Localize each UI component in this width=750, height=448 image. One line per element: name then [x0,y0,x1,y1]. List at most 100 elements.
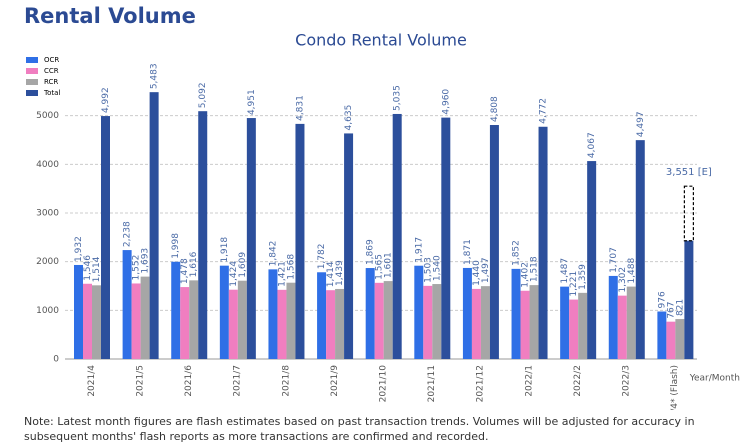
value-label: 1,998 [171,233,181,259]
value-label: 4,951 [247,89,257,115]
value-label: 1,552 [132,255,142,281]
value-label: 1,842 [268,241,278,267]
legend-label: OCR [44,56,59,64]
value-label: 1,601 [384,252,394,278]
bar [219,265,229,359]
value-label: 4,992 [101,87,111,113]
x-tick-label: 2021/6 [184,365,194,397]
x-tick-label: 2021/4 [87,365,97,397]
bar [529,285,539,359]
value-label: 4,497 [636,111,646,137]
value-label: 1,221 [569,271,579,297]
bar [383,281,393,359]
bar [171,261,181,359]
value-label: 1,568 [286,254,296,280]
estimate-box [683,185,694,242]
y-tick-label: 3000 [36,209,59,219]
x-tick-label: 2022/2 [573,365,583,397]
x-tick-label: 2022/3 [622,365,632,397]
bar [198,111,208,359]
bar [277,289,287,359]
x-tick-label: 2021/5 [135,365,145,397]
x-tick-label: 2022/1 [524,365,534,397]
bar [569,299,579,359]
x-tick-label: 2022/4* (Flash) [670,365,680,410]
bar [423,285,433,359]
bar [441,117,451,359]
bar [414,265,424,359]
value-label: 1,693 [141,248,151,274]
y-tick-label: 1000 [36,306,59,316]
bar [626,286,636,359]
value-label: 1,869 [366,239,376,265]
bar [286,282,296,359]
value-label: 821 [675,299,685,316]
x-tick-label: 2021/12 [476,365,486,402]
page-title: Rental Volume [24,4,196,28]
bar [538,126,548,359]
bar [101,116,110,359]
x-tick-label: 2021/11 [427,365,437,402]
bar [578,292,588,359]
bar [122,250,132,359]
bar [246,118,256,359]
bar [335,288,345,359]
value-label: 1,565 [375,254,385,280]
legend-swatch [26,79,38,85]
bar [180,287,190,359]
value-label: 1,359 [578,264,588,290]
bar [587,161,597,359]
value-label: 1,414 [326,261,336,287]
value-label: 1,503 [423,257,433,283]
bar [149,92,159,359]
y-tick-label: 2000 [36,257,59,267]
value-label: 1,932 [74,236,84,262]
bar [480,286,490,359]
legend-swatch [26,68,38,74]
value-label: 1,871 [463,239,473,265]
value-label: 5,483 [150,63,160,89]
bar [432,284,442,359]
bar [140,276,150,359]
value-label: 4,067 [587,132,597,158]
x-tick-label: 2021/10 [379,365,389,403]
value-label: 1,402 [521,262,531,288]
bar [511,268,521,359]
x-tick-label: 2021/7 [233,365,243,397]
value-label: 1,782 [317,244,327,270]
value-label: 4,960 [441,89,451,115]
x-axis-label: Year/Month [689,374,740,384]
value-label: 4,831 [295,95,305,121]
legend-label: Total [43,89,60,97]
bar [392,113,402,359]
value-label: 767 [666,301,676,318]
bar [344,133,354,359]
value-label: 5,092 [198,82,208,108]
y-tick-label: 5000 [36,111,59,121]
value-label: 1,514 [92,256,102,282]
bar [657,311,667,359]
value-label: 1,707 [609,247,619,273]
value-label: 1,546 [83,255,93,281]
bar [74,264,83,359]
x-tick-label: 2021/9 [330,365,340,397]
bar [675,319,685,359]
value-label: 1,616 [189,251,199,277]
bar [365,268,375,359]
note: Note: Latest month figures are flash est… [24,415,695,443]
value-label: 1,540 [432,255,442,281]
bar [520,290,530,359]
value-label: 4,808 [490,96,500,122]
bar [92,285,101,359]
value-label: 4,772 [539,98,549,124]
value-label: 1,917 [414,237,424,263]
estimate-label: 3,551 [E] [666,167,712,178]
bar [131,283,141,359]
bar [317,272,327,359]
legend-swatch [26,90,38,96]
bar [617,295,627,359]
bar [83,283,92,359]
bar [608,275,618,359]
bar [268,269,278,359]
